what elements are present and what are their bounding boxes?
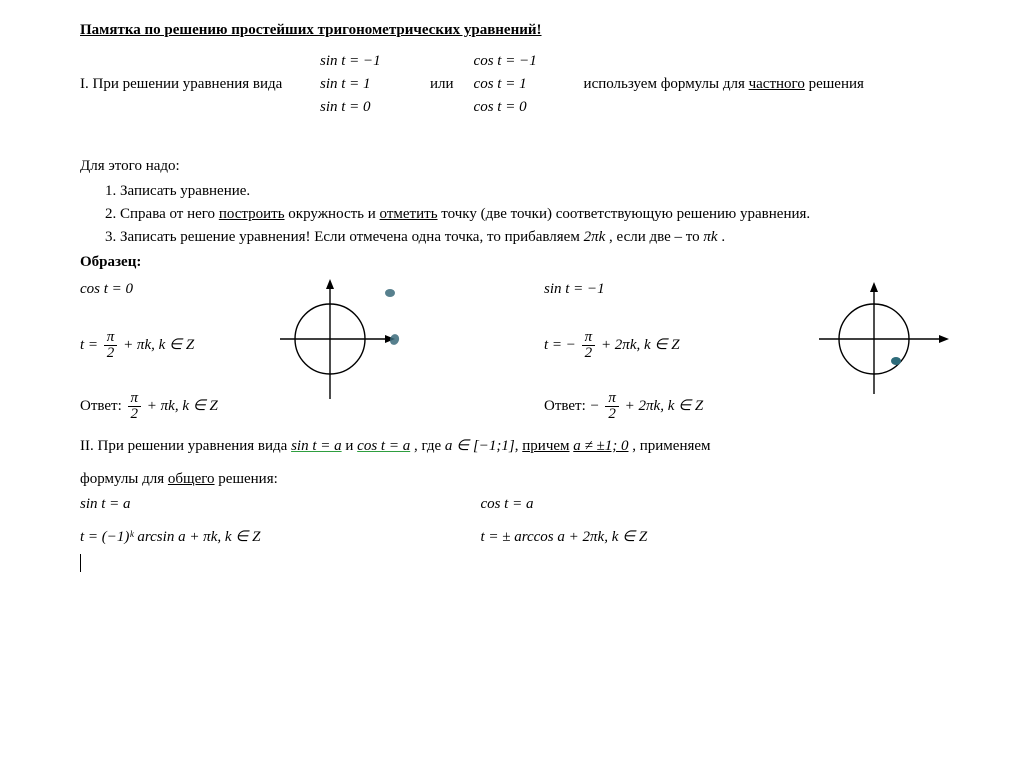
section2: II. При решении уравнения вида sin t = a… xyxy=(80,436,964,575)
ex1-num: π xyxy=(104,330,118,346)
circle-diagram-2 xyxy=(804,279,964,419)
ex1-den: 2 xyxy=(104,346,118,361)
s2a: Справа от него xyxy=(120,206,219,222)
section1-equations-row: I. При решении уравнения вида sin t = −1… xyxy=(80,49,964,120)
after-eq-tail: решения xyxy=(805,76,864,92)
eq-cos-neg1: cos t = −1 xyxy=(474,51,564,72)
ex2-eq: sin t = −1 xyxy=(544,279,744,300)
gen-sin-sol: t = (−1)ᵏ arcsin a + πk, k ∈ Z xyxy=(80,527,260,548)
s2c: окружность и xyxy=(285,206,380,222)
steps-list: Записать уравнение. Справа от него постр… xyxy=(120,181,964,248)
eq-sin-neg1: sin t = −1 xyxy=(320,51,410,72)
s2-e: , где xyxy=(410,438,445,454)
s2-k: , применяем xyxy=(628,438,710,454)
examples-row: cos t = 0 t = π2 + πk, k ∈ Z Ответ: π2 +… xyxy=(80,279,964,422)
step-2: Справа от него построить окружность и от… xyxy=(120,204,964,225)
s2-d: cos t = a xyxy=(357,438,410,454)
section1-intro: I. При решении уравнения вида xyxy=(80,74,300,95)
ex2-answer: Ответ: − π2 + 2πk, k ∈ Z xyxy=(544,391,744,422)
s3e: . xyxy=(718,229,726,245)
step-1: Записать уравнение. xyxy=(120,181,964,202)
general-solutions: sin t = a t = (−1)ᵏ arcsin a + πk, k ∈ Z… xyxy=(80,494,964,548)
ex2-ans-suf: + 2πk, k ∈ Z xyxy=(621,398,703,414)
ex1-ans-suf: + πk, k ∈ Z xyxy=(143,398,218,414)
s2-b: sin t = a xyxy=(291,438,342,454)
gen-cos-sol: t = ± arccos a + 2πk, k ∈ Z xyxy=(480,527,647,548)
s2-j: a ≠ ±1; 0 xyxy=(573,438,628,454)
ex2-sol-pre: t = − xyxy=(544,337,580,353)
text-cursor xyxy=(80,554,81,572)
ex2-ans-neg: − xyxy=(590,398,604,414)
ex2-den: 2 xyxy=(582,346,596,361)
ex1-ans-num: π xyxy=(128,391,142,407)
ex1-ans-label: Ответ: xyxy=(80,398,126,414)
section2-line2: формулы для общего решения: xyxy=(80,469,964,490)
section2-line1: II. При решении уравнения вида sin t = a… xyxy=(80,436,964,457)
s3a: Записать решение уравнения! Если отмечен… xyxy=(120,229,584,245)
s2-a: II. При решении уравнения вида xyxy=(80,438,291,454)
gen-cos: cos t = a t = ± arccos a + 2πk, k ∈ Z xyxy=(480,494,647,548)
step-3: Записать решение уравнения! Если отмечен… xyxy=(120,227,964,248)
ex1-sol-pre: t = xyxy=(80,337,102,353)
ex2-solution: t = − π2 + 2πk, k ∈ Z xyxy=(544,330,744,361)
s2-h: причем xyxy=(522,438,569,454)
s3b: 2πk xyxy=(584,229,606,245)
ex2-sol-suf: + 2πk, k ∈ Z xyxy=(597,337,679,353)
ex2-ans-den: 2 xyxy=(605,407,619,422)
s2-c: и xyxy=(342,438,358,454)
s2b: построить xyxy=(219,206,285,222)
gen-sin-head: sin t = a xyxy=(80,494,260,515)
s2-f: a ∈ [−1;1] xyxy=(445,438,515,454)
s2l2b: общего xyxy=(168,471,215,487)
ex1-eq: cos t = 0 xyxy=(80,279,240,300)
page-title: Памятка по решению простейших тригономет… xyxy=(80,20,964,41)
ex1-sol-suf: + πk, k ∈ Z xyxy=(119,337,194,353)
after-eq-text: используем формулы для частного решения xyxy=(584,74,864,95)
ex2-ans-num: π xyxy=(605,391,619,407)
ex1-ans-den: 2 xyxy=(128,407,142,422)
sample-label: Образец: xyxy=(80,252,964,273)
for-this-label: Для этого надо: xyxy=(80,156,964,177)
s3c: , если две – то xyxy=(605,229,703,245)
s3d: πk xyxy=(703,229,717,245)
eq-cos-1: cos t = 1 xyxy=(474,74,564,95)
eq-sin-0: sin t = 0 xyxy=(320,97,410,118)
example-2: sin t = −1 t = − π2 + 2πk, k ∈ Z Ответ: … xyxy=(544,279,964,422)
after-eq-under: частного xyxy=(749,76,805,92)
ex2-ans-label: Ответ: xyxy=(544,398,590,414)
eq-cos-0: cos t = 0 xyxy=(474,97,564,118)
s2e: точку (две точки) соответствующую решени… xyxy=(438,206,811,222)
s2l2c: решения: xyxy=(215,471,278,487)
circle-diagram-1 xyxy=(270,279,410,419)
or-word: или xyxy=(430,74,454,95)
ex1-answer: Ответ: π2 + πk, k ∈ Z xyxy=(80,391,240,422)
s2d: отметить xyxy=(380,206,438,222)
ex1-solution: t = π2 + πk, k ∈ Z xyxy=(80,330,240,361)
gen-cos-head: cos t = a xyxy=(480,494,647,515)
after-eq-a: используем формулы для xyxy=(584,76,749,92)
ex2-num: π xyxy=(582,330,596,346)
example-1: cos t = 0 t = π2 + πk, k ∈ Z Ответ: π2 +… xyxy=(80,279,484,422)
eq-sin-1: sin t = 1 xyxy=(320,74,410,95)
s2l2a: формулы для xyxy=(80,471,168,487)
gen-sin: sin t = a t = (−1)ᵏ arcsin a + πk, k ∈ Z xyxy=(80,494,260,548)
